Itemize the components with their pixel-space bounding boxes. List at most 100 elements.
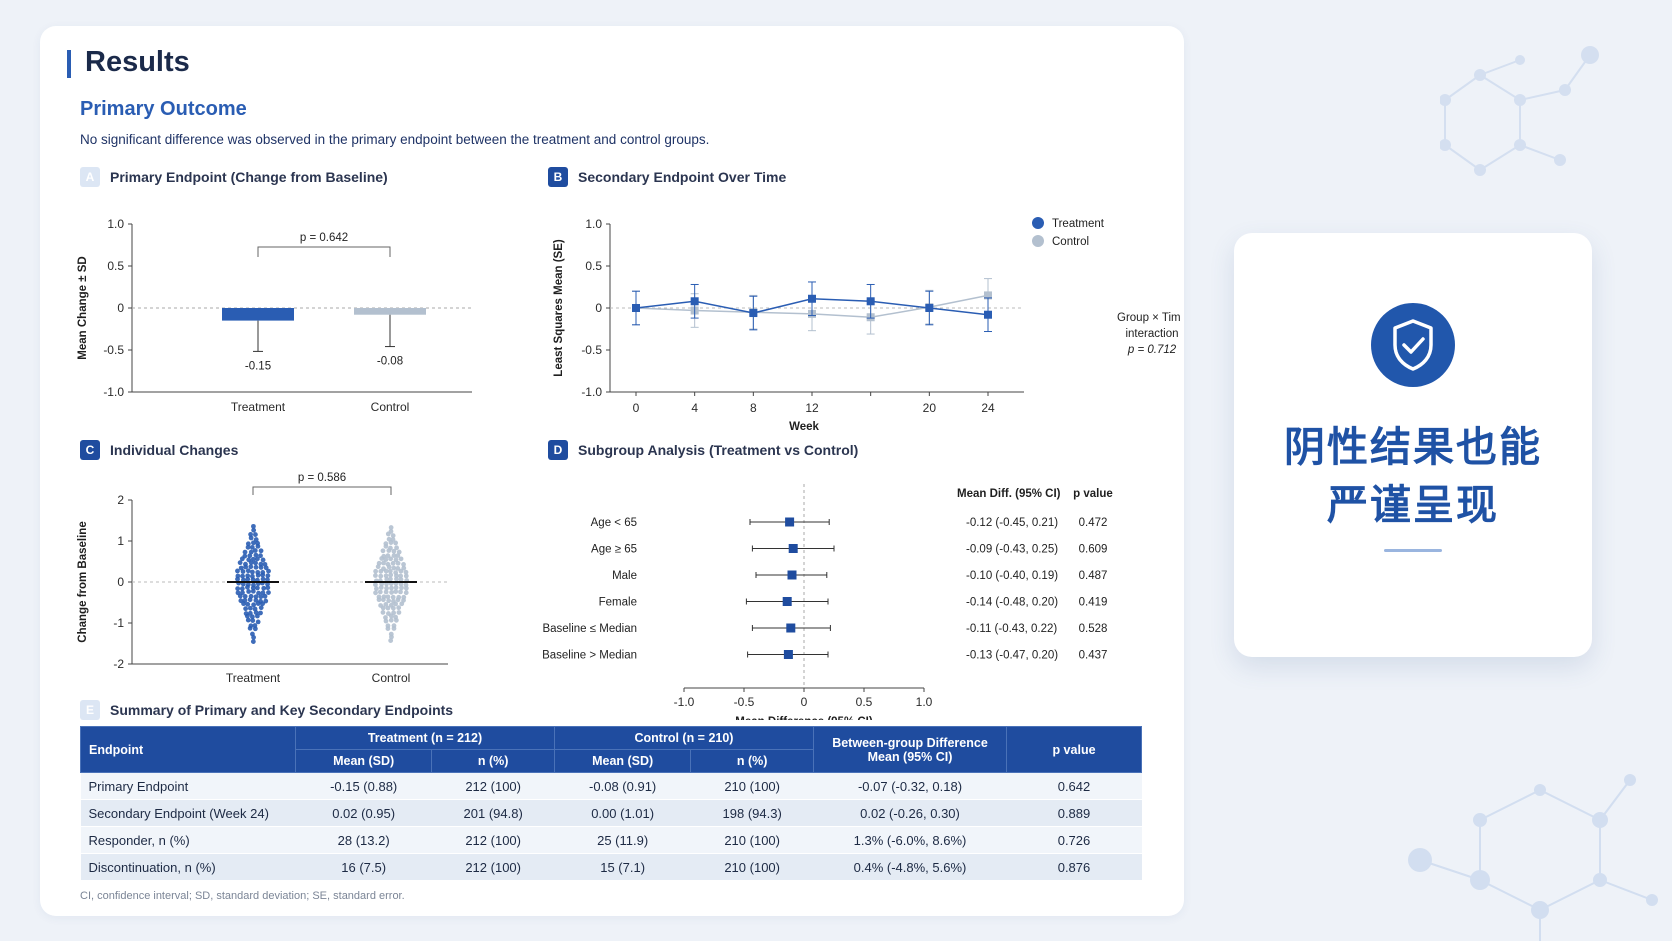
y-tick-label: 1.0 — [585, 217, 602, 231]
dot-control — [396, 549, 402, 555]
dot-control — [403, 582, 409, 588]
molecule-decoration-top — [1440, 46, 1599, 176]
panel-d-heading: D Subgroup Analysis (Treatment vs Contro… — [548, 440, 858, 460]
data-point-treatment — [925, 304, 934, 312]
dot-control — [403, 569, 409, 575]
x-tick-label: 0 — [801, 695, 808, 709]
dot-control — [386, 598, 392, 604]
point-estimate — [788, 544, 798, 553]
dot-control — [390, 594, 396, 600]
x-tick-label: 8 — [750, 401, 757, 415]
table-row: Primary Endpoint -0.15 (0.88) 212 (100) -0.… — [80, 772, 1142, 800]
y-axis-label: Mean Change ± SD — [77, 256, 89, 359]
dot-control — [385, 605, 391, 611]
panel-a-badge: A — [80, 167, 100, 187]
dot-control — [396, 594, 402, 600]
dot-treatment — [245, 541, 251, 547]
dot-control — [384, 585, 389, 591]
dot-control — [390, 537, 396, 542]
dot-treatment — [250, 618, 256, 623]
dot-treatment — [247, 553, 253, 559]
dot-treatment — [247, 610, 253, 616]
summary-text: No significant difference was observed i… — [80, 132, 710, 147]
th-difference-line2: Mean (95% CI) — [867, 749, 953, 764]
ci-text: -0.12 (-0.45, 0.21) — [966, 517, 1058, 529]
value-cell: 0.4% (-4.8%, 5.6%) — [813, 853, 1007, 881]
dot-treatment — [235, 586, 241, 592]
x-tick-label: 4 — [691, 401, 698, 415]
dot-treatment — [251, 540, 256, 546]
dot-treatment — [249, 614, 255, 620]
bar-treatment — [222, 308, 294, 321]
significance-bracket — [257, 246, 391, 257]
dot-control — [373, 573, 378, 578]
value-cell: -0.08 (0.91) — [554, 772, 691, 800]
dot-treatment — [258, 605, 264, 611]
side-callout-card: 阴性结果也能 严谨呈现 — [1234, 233, 1592, 657]
value-cell: 212 (100) — [431, 826, 555, 854]
dot-control — [385, 594, 391, 600]
dot-treatment — [245, 573, 251, 579]
dot-control — [388, 529, 394, 534]
panel-d-title: Subgroup Analysis (Treatment vs Control) — [578, 442, 859, 458]
dot-treatment — [235, 590, 241, 596]
dot-treatment — [242, 593, 248, 599]
x-tick-label: 20 — [923, 401, 937, 415]
dot-treatment — [242, 553, 248, 559]
y-tick-label: -0.5 — [103, 343, 124, 357]
value-cell: -0.15 (0.88) — [295, 772, 432, 800]
dot-control — [388, 576, 393, 582]
dot-treatment — [242, 598, 248, 603]
dot-control — [393, 540, 399, 546]
th-endpoint: Endpoint — [80, 726, 296, 773]
results-card: Results Primary Outcome No significant d… — [40, 26, 1184, 916]
y-tick-label: -0.5 — [581, 343, 602, 357]
dot-treatment — [246, 557, 252, 563]
dot-control — [393, 614, 398, 620]
dot-control — [377, 589, 383, 595]
dot-treatment — [255, 556, 260, 562]
dot-control — [388, 556, 394, 562]
dot-treatment — [240, 573, 245, 579]
dot-control — [386, 611, 391, 616]
panel-e-title: Summary of Primary and Key Secondary End… — [110, 702, 454, 718]
y-tick-label: 0.5 — [585, 259, 602, 273]
chart-d-forest: -1.0 -0.5 0 0.5 1.0 Mean Difference (95% CI) M… — [542, 484, 1113, 720]
dot-control — [391, 598, 396, 604]
dot-control — [398, 556, 404, 562]
value-cell: 210 (100) — [690, 772, 814, 800]
dot-treatment — [253, 537, 259, 542]
dot-control — [388, 525, 394, 530]
side-divider — [1384, 549, 1442, 552]
dot-treatment — [240, 590, 245, 596]
shield-check-icon — [1371, 303, 1455, 387]
subgroup-label: Baseline ≤ Median — [542, 623, 637, 635]
dot-treatment — [251, 527, 257, 533]
dot-treatment — [238, 565, 244, 571]
ci-text: -0.09 (-0.43, 0.25) — [966, 544, 1058, 556]
molecule-decoration-bottom — [1408, 774, 1658, 941]
dot-control — [383, 601, 389, 607]
dot-control — [396, 610, 402, 615]
side-headline-line1: 阴性结果也能 — [1284, 423, 1542, 471]
value-cell: 28 (13.2) — [295, 826, 432, 854]
dot-control — [391, 553, 397, 558]
dot-treatment — [242, 549, 248, 555]
value-cell: 15 (7.1) — [554, 853, 691, 881]
ci-text: -0.11 (-0.43, 0.22) — [966, 623, 1057, 635]
value-cell: 212 (100) — [431, 772, 555, 800]
p-value-annotation: p = 0.642 — [300, 232, 348, 244]
y-tick-label: 0 — [117, 575, 124, 589]
dot-control — [385, 561, 391, 567]
dot-treatment — [265, 577, 270, 583]
ci-text: -0.13 (-0.47, 0.20) — [966, 650, 1058, 662]
dot-control — [388, 545, 393, 551]
dot-treatment — [245, 568, 251, 574]
dot-treatment — [266, 568, 271, 574]
data-point-control — [984, 291, 992, 300]
dot-treatment — [245, 601, 251, 607]
shield-check-glyph — [1393, 319, 1433, 371]
dot-control — [378, 573, 384, 579]
panel-c-heading: C Individual Changes — [80, 440, 238, 460]
dot-control — [393, 585, 399, 590]
